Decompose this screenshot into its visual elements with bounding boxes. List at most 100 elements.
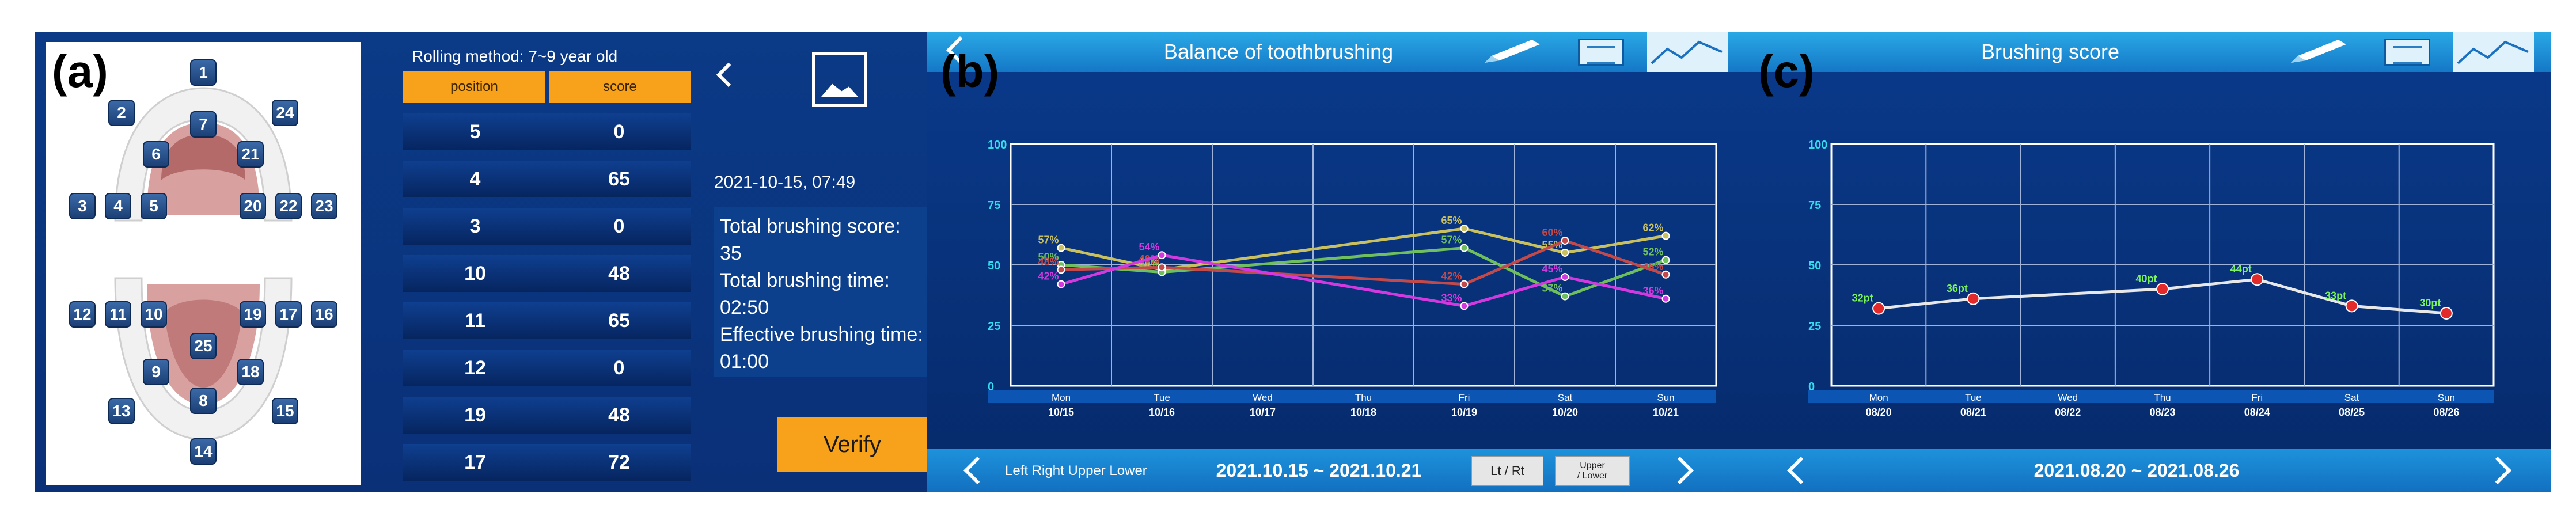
tooth-badge-19[interactable]: 19 <box>240 301 266 328</box>
data-point[interactable] <box>1057 244 1065 252</box>
tooth-badge-20[interactable]: 20 <box>240 193 266 219</box>
tooth-badge-4[interactable]: 4 <box>105 193 131 219</box>
table-row[interactable]: 4 65 <box>403 161 691 197</box>
tooth-badge-11[interactable]: 11 <box>105 301 131 328</box>
table-row[interactable]: 19 48 <box>403 397 691 434</box>
tooth-badge-12[interactable]: 12 <box>69 301 96 328</box>
tooth-badge-6[interactable]: 6 <box>143 141 169 168</box>
data-label: 37% <box>1542 283 1562 294</box>
effective-time-label: Effective brushing time: <box>720 324 923 345</box>
data-point[interactable] <box>2251 273 2264 286</box>
x-tick-date: 10/17 <box>1250 407 1276 418</box>
data-point[interactable] <box>1661 231 1670 240</box>
trend-chart-icon[interactable] <box>2453 32 2534 72</box>
x-axis-strip <box>1808 390 2494 403</box>
series-line-0 <box>1878 278 2447 315</box>
data-point[interactable] <box>1561 237 1569 245</box>
data-point[interactable] <box>2440 307 2453 320</box>
data-point[interactable] <box>1460 302 1469 310</box>
data-point[interactable] <box>1661 270 1670 279</box>
table-row[interactable]: 10 48 <box>403 255 691 292</box>
y-tick-label: 75 <box>988 199 1000 212</box>
tooth-badge-8[interactable]: 8 <box>190 388 217 414</box>
cell-position: 12 <box>464 356 486 379</box>
data-point[interactable] <box>1158 263 1166 272</box>
x-tick-day: Mon <box>1869 392 1888 403</box>
data-point[interactable] <box>1561 292 1569 301</box>
tooth-badge-15[interactable]: 15 <box>272 398 298 424</box>
date-range: 2021.10.15 ~ 2021.10.21 <box>1216 460 1422 481</box>
data-point[interactable] <box>1158 251 1166 260</box>
data-label: 45% <box>1542 263 1562 275</box>
pencil-icon[interactable] <box>1480 36 1543 66</box>
cell-score: 48 <box>608 404 630 426</box>
cell-score: 0 <box>613 120 625 143</box>
tooth-badge-17[interactable]: 17 <box>275 301 302 328</box>
left-right-toggle-button[interactable]: Lt / Rt <box>1471 456 1543 486</box>
list-icon[interactable] <box>2384 39 2430 66</box>
table-header: position score <box>403 71 691 103</box>
chevron-left-icon[interactable] <box>1786 456 1815 485</box>
data-point[interactable] <box>1057 280 1065 288</box>
data-point[interactable] <box>1561 273 1569 281</box>
tooth-badge-25[interactable]: 25 <box>190 333 217 359</box>
tooth-badge-9[interactable]: 9 <box>143 359 169 385</box>
tooth-badge-3[interactable]: 3 <box>69 193 96 219</box>
x-tick-day: Fri <box>1459 392 1470 403</box>
tooth-diagram <box>114 87 293 440</box>
tooth-badge-13[interactable]: 13 <box>108 398 135 424</box>
trend-chart-icon[interactable] <box>1647 32 1728 72</box>
chevron-left-icon[interactable] <box>963 456 992 485</box>
y-tick-label: 75 <box>1808 199 1821 212</box>
data-label: 33pt <box>2325 290 2346 301</box>
panel-label-b: (b) <box>940 45 1000 97</box>
x-tick-day: Sun <box>2438 392 2455 403</box>
tooth-badge-23[interactable]: 23 <box>311 193 337 219</box>
chevron-right-icon[interactable] <box>1666 456 1694 485</box>
data-label: 65% <box>1441 215 1462 226</box>
effective-time-value: 01:00 <box>720 351 769 373</box>
table-row[interactable]: 17 72 <box>403 444 691 481</box>
tooth-badge-7[interactable]: 7 <box>190 111 217 138</box>
tooth-badge-14[interactable]: 14 <box>190 438 217 465</box>
data-point[interactable] <box>1460 225 1469 233</box>
tooth-badge-22[interactable]: 22 <box>275 193 302 219</box>
data-point[interactable] <box>1561 249 1569 257</box>
image-icon[interactable] <box>812 52 867 107</box>
data-point[interactable] <box>1460 280 1469 288</box>
data-point[interactable] <box>1661 294 1670 303</box>
verify-button[interactable]: Verify <box>777 417 927 472</box>
data-point[interactable] <box>2345 299 2358 313</box>
tooth-badge-2[interactable]: 2 <box>108 100 135 126</box>
tooth-badge-21[interactable]: 21 <box>237 141 264 168</box>
pencil-icon[interactable] <box>2286 36 2350 66</box>
tooth-badge-18[interactable]: 18 <box>237 359 264 385</box>
tooth-badge-16[interactable]: 16 <box>311 301 337 328</box>
x-tick-day: Tue <box>1965 392 1982 403</box>
tooth-badge-5[interactable]: 5 <box>141 193 167 219</box>
tooth-badge-1[interactable]: 1 <box>190 59 217 86</box>
chevron-right-icon[interactable] <box>2483 456 2512 485</box>
data-point[interactable] <box>1661 256 1670 264</box>
data-point[interactable] <box>1967 292 1980 305</box>
tooth-badge-10[interactable]: 10 <box>141 301 167 328</box>
upper-lower-toggle-button[interactable]: Upper / Lower <box>1555 456 1630 486</box>
table-row[interactable]: 12 0 <box>403 350 691 386</box>
data-point[interactable] <box>1460 244 1469 252</box>
list-icon[interactable] <box>1578 39 1624 66</box>
x-tick-day: Mon <box>1052 392 1071 403</box>
tooth-badge-24[interactable]: 24 <box>272 100 298 126</box>
table-row[interactable]: 11 65 <box>403 302 691 339</box>
x-tick-date: 08/25 <box>2339 407 2365 418</box>
data-point[interactable] <box>2156 283 2169 295</box>
score-line-chart: 0 25 50 75 100 Mon 08/20 Tue 08/21 Wed 08/22 Thu 08/… <box>1808 139 2495 418</box>
data-point[interactable] <box>1872 302 1885 315</box>
column-header-position: position <box>403 71 545 103</box>
data-label: 62% <box>1642 222 1663 234</box>
cell-position: 4 <box>469 168 481 190</box>
chevron-left-icon[interactable] <box>716 62 741 88</box>
data-point[interactable] <box>1057 265 1065 274</box>
x-tick-day: Thu <box>1355 392 1372 403</box>
